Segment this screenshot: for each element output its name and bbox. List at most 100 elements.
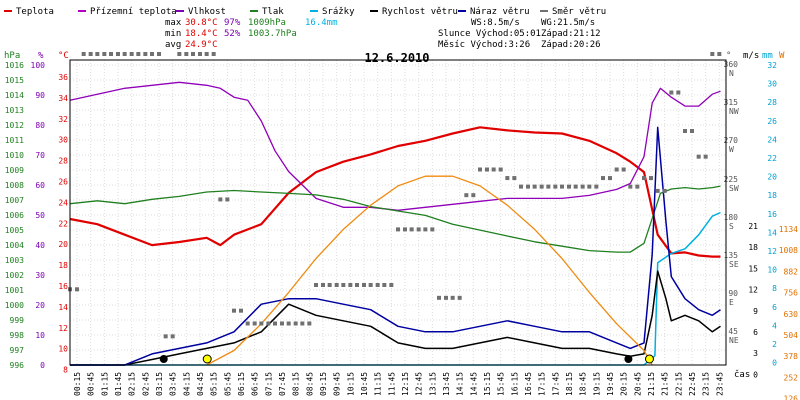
wind-dir-point — [211, 52, 216, 56]
wind-dir-point — [635, 184, 640, 189]
tick-time: 06:15 — [237, 372, 246, 396]
wind-dir-point — [375, 283, 380, 287]
tick-w: 882 — [784, 267, 799, 276]
wind-dir-point — [608, 176, 612, 181]
tick-mm: 22 — [767, 154, 777, 163]
wind-dir-point — [573, 184, 578, 189]
tick-hpa: 1002 — [5, 271, 24, 280]
wind-dir-point — [95, 52, 100, 56]
tick-time: 08:45 — [305, 372, 314, 396]
tick-time: 21:45 — [661, 372, 670, 396]
tick-c: 16 — [58, 282, 68, 291]
wind-dir-point — [157, 52, 161, 56]
tick-dir-deg: 90 — [728, 289, 738, 298]
tick-pct: 80 — [35, 121, 45, 130]
tick-time: 17:45 — [551, 372, 560, 396]
wind-dir-point — [177, 52, 182, 56]
tick-dir-label: SE — [729, 260, 739, 269]
wind-dir-point — [198, 52, 202, 56]
sun-marker — [202, 354, 212, 364]
tick-mm: 26 — [767, 117, 777, 126]
tick-dir-label: NW — [729, 107, 739, 116]
tick-hpa: 1001 — [5, 286, 24, 295]
tick-time: 20:45 — [633, 372, 642, 396]
tick-hpa: 1006 — [5, 211, 24, 220]
wind-dir-point — [560, 184, 564, 189]
wind-dir-point — [259, 321, 264, 326]
tick-time: 20:15 — [620, 372, 629, 396]
wind-dir-point — [485, 167, 489, 172]
tick-time: 08:15 — [292, 372, 301, 396]
tick-time: 23:45 — [715, 372, 724, 396]
legend-entry: Přízemní teplota — [90, 7, 177, 17]
tick-w: 756 — [784, 289, 799, 298]
tick-pct: 10 — [35, 331, 45, 340]
wind-dir-point — [457, 295, 462, 300]
axes: 1016101510141013101210111010100910081007… — [5, 60, 798, 400]
wind-dir-point — [273, 321, 277, 326]
tick-hpa: 1009 — [5, 166, 24, 175]
wind-dir-point — [75, 287, 79, 292]
tick-time: 10:45 — [360, 372, 369, 396]
tick-hpa: 997 — [10, 346, 25, 355]
wind-dir-point — [348, 283, 353, 287]
stats-min-press: 1003.7hPa — [248, 29, 297, 39]
tick-ms: 21 — [748, 222, 758, 231]
tick-pct: 100 — [31, 61, 46, 70]
wind-dir-point — [478, 167, 482, 172]
tick-c: 14 — [58, 303, 68, 312]
wind-dir-point — [355, 283, 359, 287]
tick-time: 00:45 — [87, 372, 96, 396]
wind-dir-point — [683, 129, 687, 133]
tick-mm: 8 — [772, 284, 777, 293]
tick-time: 03:45 — [169, 372, 178, 396]
wind-dir-point — [403, 227, 407, 232]
tick-hpa: 1004 — [5, 241, 24, 250]
moon-marker — [159, 355, 168, 363]
stats-min-label: min — [165, 29, 181, 39]
stats-wg: WG:21.5m/s — [541, 18, 595, 28]
wind-dir-point — [505, 176, 510, 181]
legend-entry: Srážky — [322, 7, 355, 17]
wind-dir-point — [587, 184, 592, 189]
series-line — [206, 175, 653, 366]
wind-dir-point — [430, 227, 435, 232]
tick-c: 8 — [63, 366, 68, 375]
wind-dir-point — [389, 283, 394, 287]
wind-dir-point — [526, 184, 530, 189]
wind-dir-point — [703, 154, 708, 159]
wind-dir-point — [567, 184, 571, 189]
tick-time: 01:45 — [114, 372, 123, 396]
wind-dir-point — [334, 283, 339, 287]
tick-time: 17:15 — [538, 372, 547, 396]
wind-dir-point — [314, 283, 318, 287]
wind-dir-point — [594, 184, 599, 189]
stats-ws: WS:8.5m/s — [471, 18, 520, 28]
tick-mm: 6 — [772, 303, 777, 312]
tick-mm: 14 — [767, 228, 777, 237]
tick-time: 15:15 — [483, 372, 492, 396]
legend-entry: Vlhkost — [188, 7, 226, 17]
tick-c: 10 — [58, 345, 68, 354]
wind-dir-point — [232, 308, 236, 313]
stats-moon-set: Západ:20:26 — [541, 40, 601, 50]
wind-dir-point — [341, 283, 346, 287]
wind-dir-point — [669, 90, 674, 95]
tick-w: 1134 — [779, 225, 798, 234]
wind-dir-point — [655, 188, 660, 193]
wind-dir-point — [601, 176, 605, 181]
wind-dir-point — [266, 321, 271, 326]
wind-dir-point — [662, 188, 667, 193]
tick-hpa: 1013 — [5, 106, 24, 115]
axis-unit-w: W — [779, 51, 785, 61]
tick-w: 630 — [784, 310, 799, 319]
tick-time: 01:15 — [100, 372, 109, 396]
tick-time: 22:45 — [688, 372, 697, 396]
tick-mm: 10 — [767, 266, 777, 275]
tick-mm: 28 — [767, 98, 777, 107]
tick-pct: 40 — [35, 241, 45, 250]
tick-w: 1008 — [779, 246, 798, 255]
tick-mm: 16 — [767, 210, 777, 219]
stats-max-hum: 97% — [224, 18, 241, 28]
stats-min-temp: 18.4°C — [185, 29, 218, 39]
